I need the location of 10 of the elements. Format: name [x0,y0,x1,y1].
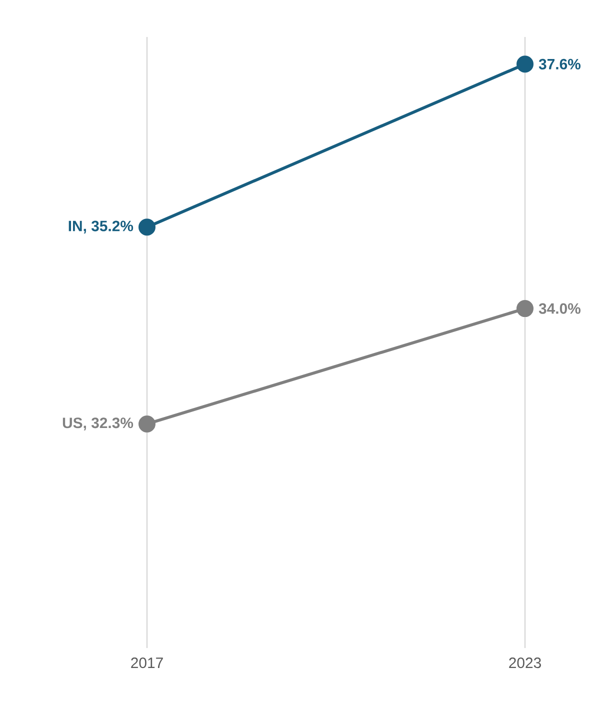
point [516,56,534,73]
data-label: 37.6% [538,58,580,70]
point [138,218,156,236]
point [138,415,156,432]
x-tick-label: 2017 [131,658,163,668]
data-label: US, 32.3% [62,418,134,430]
data-label: 34.0% [538,303,580,314]
x-tick-label: 2023 [509,658,541,668]
point [516,300,534,318]
data-label: IN, 35.2% [68,220,134,234]
